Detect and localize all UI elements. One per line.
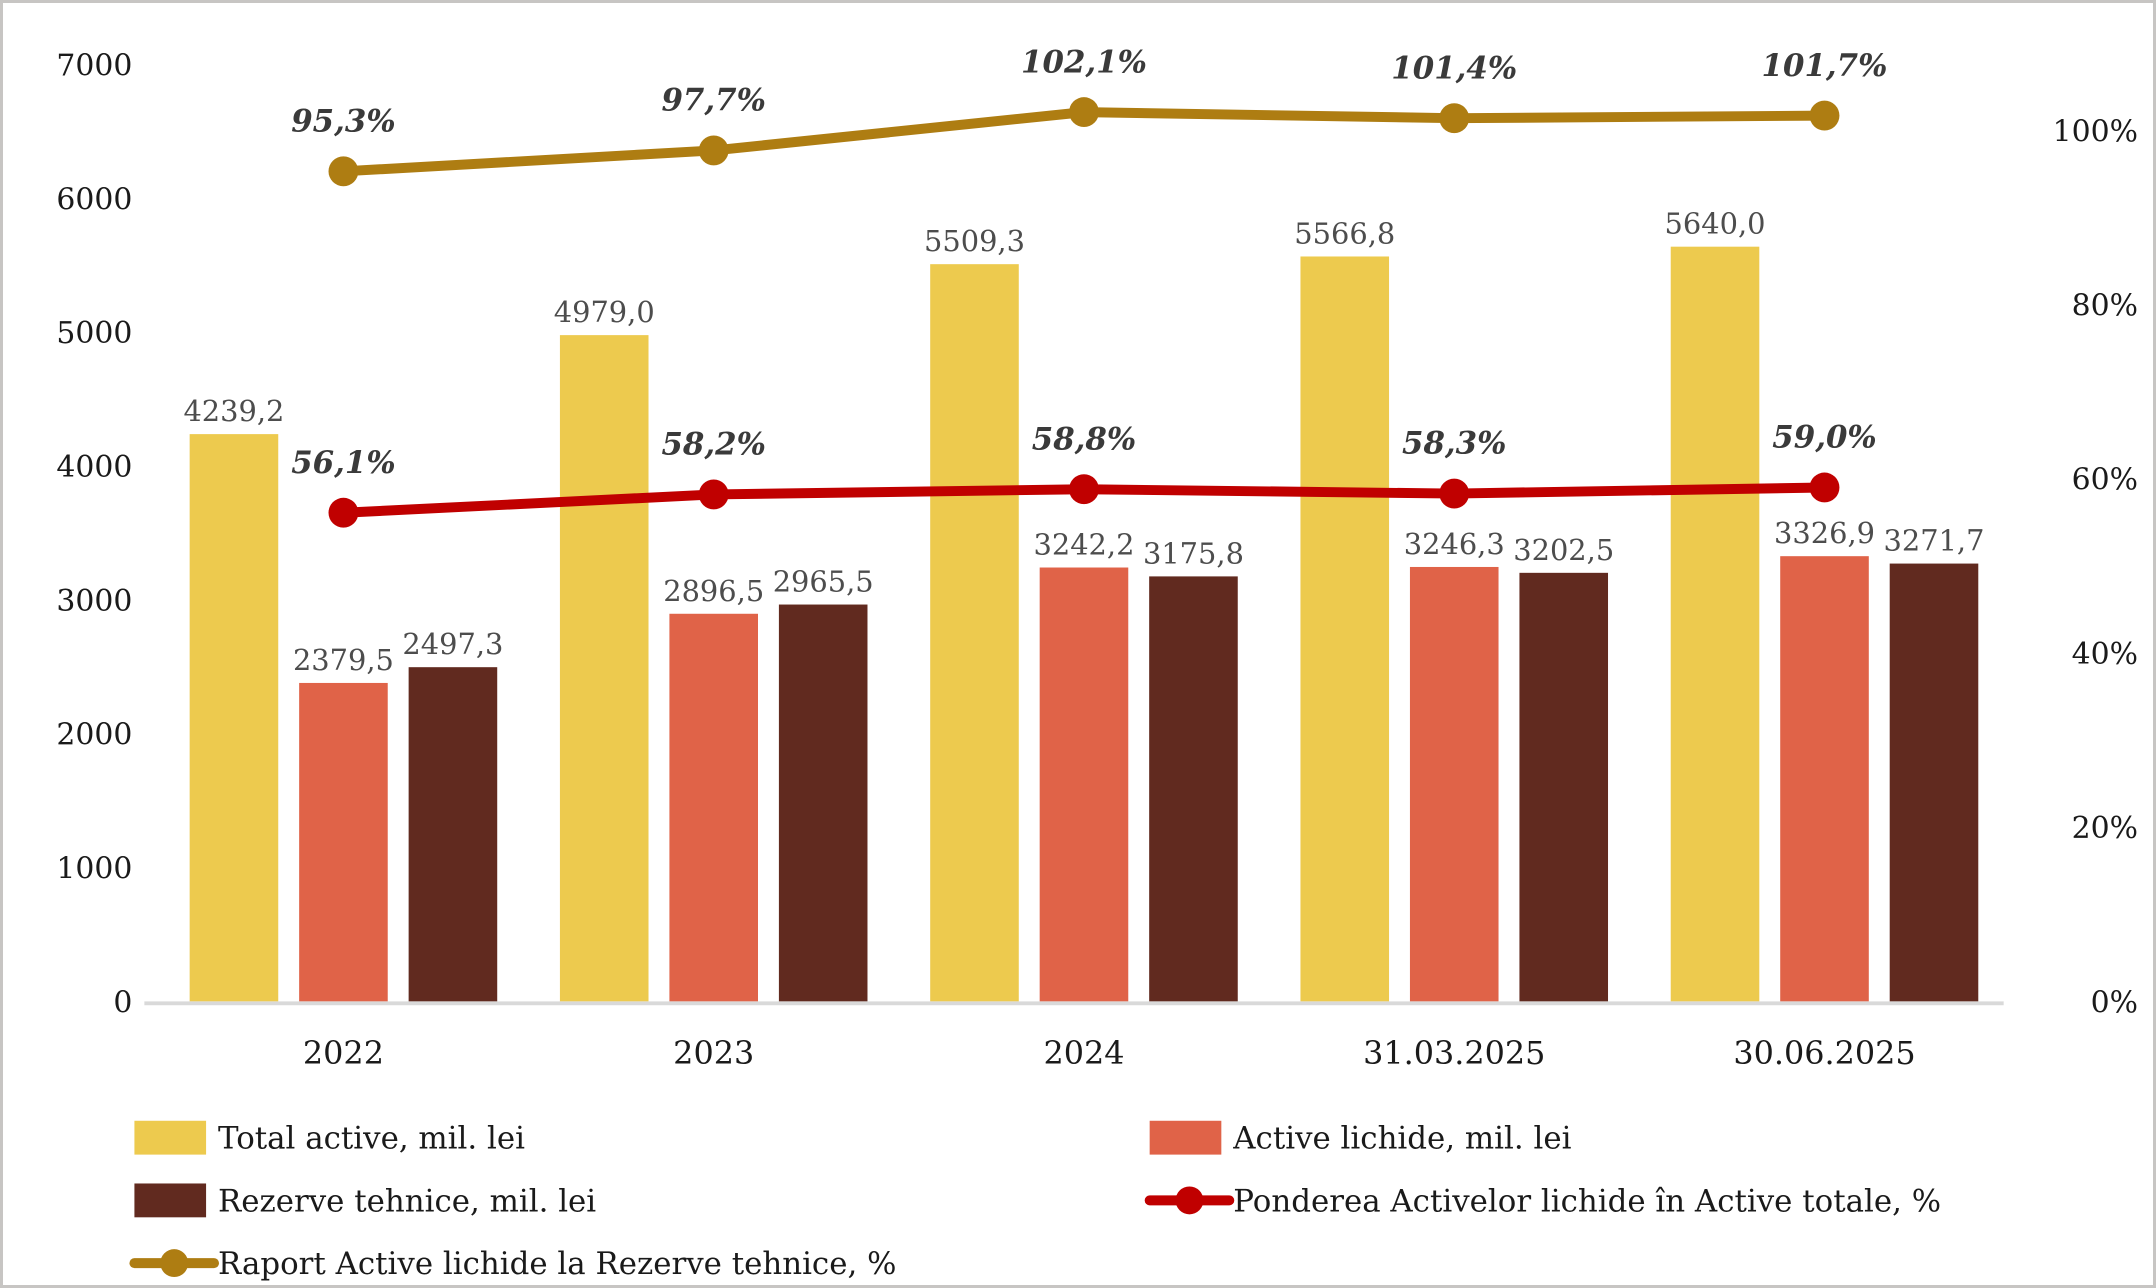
- legend-label-ponderea-activelor-lichide-n-active-totale: Ponderea Activelor lichide în Active tot…: [1233, 1183, 1941, 1219]
- y-axis-tick-label-0: 0: [113, 985, 132, 1020]
- line-value-label-raport-active-lichide-la-rezerve-tehnice-2023: 97,7%: [661, 83, 765, 119]
- legend-swatch-total-active-mil-lei: [134, 1120, 207, 1155]
- bar-value-label-total-active-mil-lei-2024: 5509,3: [924, 224, 1025, 258]
- x-axis-category-label-2023: 2023: [673, 1034, 754, 1072]
- y-axis-tick-label-2000: 2000: [56, 718, 132, 753]
- line-marker-ponderea-activelor-lichide-n-active-totale-31.03.2025: [1439, 478, 1470, 509]
- bar-value-label-rezerve-tehnice-mil-lei-2023: 2965,5: [773, 565, 874, 599]
- line-value-label-ponderea-activelor-lichide-n-active-totale-2023: 58,2%: [661, 427, 765, 463]
- bar-value-label-active-lichide-mil-lei-2024: 3242,2: [1033, 528, 1134, 562]
- line-marker-raport-active-lichide-la-rezerve-tehnice-31.03.2025: [1439, 103, 1470, 134]
- bar-value-label-total-active-mil-lei-2022: 4239,2: [183, 394, 284, 428]
- x-axis-category-label-31.03.2025: 31.03.2025: [1363, 1034, 1545, 1072]
- bar-rezerve-tehnice-mil-lei-30.06.2025: [1889, 563, 1979, 1002]
- bar-value-label-active-lichide-mil-lei-31.03.2025: 3246,3: [1404, 527, 1505, 561]
- right-axis-tick-label-0pct: 0%: [2091, 985, 2138, 1020]
- legend-label-active-lichide-mil-lei: Active lichide, mil. lei: [1232, 1121, 1571, 1157]
- right-axis-tick-label-40pct: 40%: [2072, 637, 2138, 672]
- bar-value-label-rezerve-tehnice-mil-lei-31.03.2025: 3202,5: [1513, 533, 1614, 567]
- bar-total-active-mil-lei-30.06.2025: [1670, 246, 1760, 1002]
- bar-value-label-total-active-mil-lei-2023: 4979,0: [554, 295, 655, 329]
- bar-active-lichide-mil-lei-2022: [299, 682, 388, 1002]
- bar-total-active-mil-lei-31.03.2025: [1300, 256, 1390, 1002]
- legend-label-total-active-mil-lei: Total active, mil. lei: [218, 1121, 525, 1157]
- line-marker-raport-active-lichide-la-rezerve-tehnice-2023: [698, 135, 729, 166]
- bar-value-label-active-lichide-mil-lei-30.06.2025: 3326,9: [1774, 516, 1875, 550]
- y-axis-tick-label-3000: 3000: [56, 584, 132, 619]
- bar-value-label-active-lichide-mil-lei-2022: 2379,5: [293, 643, 394, 677]
- line-marker-ponderea-activelor-lichide-n-active-totale-2022: [328, 497, 359, 528]
- chart-svg: 0 1000 2000 3000 4000 5000 6000 7000 0% 20% 40% 60%…: [56, 44, 2138, 1282]
- line-value-label-raport-active-lichide-la-rezerve-tehnice-30.06.2025: 101,7%: [1762, 48, 1888, 84]
- line-marker-raport-active-lichide-la-rezerve-tehnice-2024: [1069, 97, 1099, 128]
- right-axis-tick-label-20pct: 20%: [2072, 811, 2138, 846]
- bar-value-label-rezerve-tehnice-mil-lei-30.06.2025: 3271,7: [1884, 524, 1985, 558]
- x-axis-category-label-2024: 2024: [1043, 1034, 1124, 1072]
- bar-total-active-mil-lei-2022: [189, 434, 279, 1002]
- legend-swatch-active-lichide-mil-lei: [1149, 1120, 1222, 1155]
- bar-rezerve-tehnice-mil-lei-2023: [778, 604, 868, 1002]
- line-marker-ponderea-activelor-lichide-n-active-totale-2023: [698, 479, 729, 510]
- y-axis-tick-label-4000: 4000: [56, 450, 132, 485]
- bar-total-active-mil-lei-2023: [559, 335, 649, 1002]
- y-axis-tick-label-7000: 7000: [56, 49, 132, 84]
- bar-value-label-rezerve-tehnice-mil-lei-2024: 3175,8: [1143, 536, 1244, 570]
- bar-active-lichide-mil-lei-2023: [669, 613, 758, 1002]
- bar-value-label-total-active-mil-lei-30.06.2025: 5640,0: [1665, 207, 1766, 241]
- bar-active-lichide-mil-lei-2024: [1039, 567, 1129, 1002]
- bar-active-lichide-mil-lei-31.03.2025: [1409, 566, 1499, 1002]
- line-value-label-raport-active-lichide-la-rezerve-tehnice-31.03.2025: 101,4%: [1391, 50, 1517, 86]
- line-value-label-ponderea-activelor-lichide-n-active-totale-2024: 58,8%: [1032, 421, 1136, 457]
- x-axis-category-label-2022: 2022: [303, 1034, 384, 1072]
- bar-active-lichide-mil-lei-30.06.2025: [1780, 556, 1869, 1002]
- y-axis-tick-label-5000: 5000: [56, 316, 132, 351]
- legend-line-marker-raport-active-lichide-la-rezerve-tehnice: [160, 1249, 189, 1278]
- bar-value-label-total-active-mil-lei-31.03.2025: 5566,8: [1294, 217, 1395, 251]
- legend-label-rezerve-tehnice-mil-lei: Rezerve tehnice, mil. lei: [218, 1183, 596, 1219]
- line-marker-raport-active-lichide-la-rezerve-tehnice-2022: [328, 156, 359, 187]
- legend-label-raport-active-lichide-la-rezerve-tehnice: Raport Active lichide la Rezerve tehnice…: [218, 1246, 896, 1282]
- legend-line-marker-ponderea-activelor-lichide-n-active-totale: [1175, 1186, 1204, 1215]
- line-value-label-raport-active-lichide-la-rezerve-tehnice-2024: 102,1%: [1021, 44, 1147, 80]
- right-axis-tick-label-80pct: 80%: [2072, 289, 2138, 324]
- x-axis-category-label-30.06.2025: 30.06.2025: [1733, 1034, 1915, 1072]
- y-axis-tick-label-6000: 6000: [56, 182, 132, 217]
- bar-value-label-active-lichide-mil-lei-2023: 2896,5: [663, 574, 764, 608]
- bar-rezerve-tehnice-mil-lei-2022: [408, 667, 498, 1002]
- bar-rezerve-tehnice-mil-lei-31.03.2025: [1519, 572, 1609, 1002]
- right-axis-tick-label-60pct: 60%: [2072, 463, 2138, 498]
- line-marker-ponderea-activelor-lichide-n-active-totale-30.06.2025: [1809, 472, 1840, 503]
- legend-swatch-rezerve-tehnice-mil-lei: [134, 1183, 207, 1218]
- line-marker-ponderea-activelor-lichide-n-active-totale-2024: [1069, 474, 1099, 505]
- y-axis-tick-label-1000: 1000: [56, 851, 132, 886]
- line-marker-raport-active-lichide-la-rezerve-tehnice-30.06.2025: [1809, 100, 1840, 131]
- line-value-label-ponderea-activelor-lichide-n-active-totale-31.03.2025: 58,3%: [1402, 426, 1506, 462]
- line-value-label-ponderea-activelor-lichide-n-active-totale-2022: 56,1%: [291, 445, 395, 481]
- line-value-label-ponderea-activelor-lichide-n-active-totale-30.06.2025: 59,0%: [1772, 420, 1876, 456]
- bar-total-active-mil-lei-2024: [930, 264, 1019, 1002]
- line-value-label-raport-active-lichide-la-rezerve-tehnice-2022: 95,3%: [291, 104, 395, 140]
- right-axis-tick-label-100pct: 100%: [2053, 114, 2138, 149]
- bar-value-label-rezerve-tehnice-mil-lei-2022: 2497,3: [402, 627, 503, 661]
- bar-rezerve-tehnice-mil-lei-2024: [1149, 576, 1238, 1002]
